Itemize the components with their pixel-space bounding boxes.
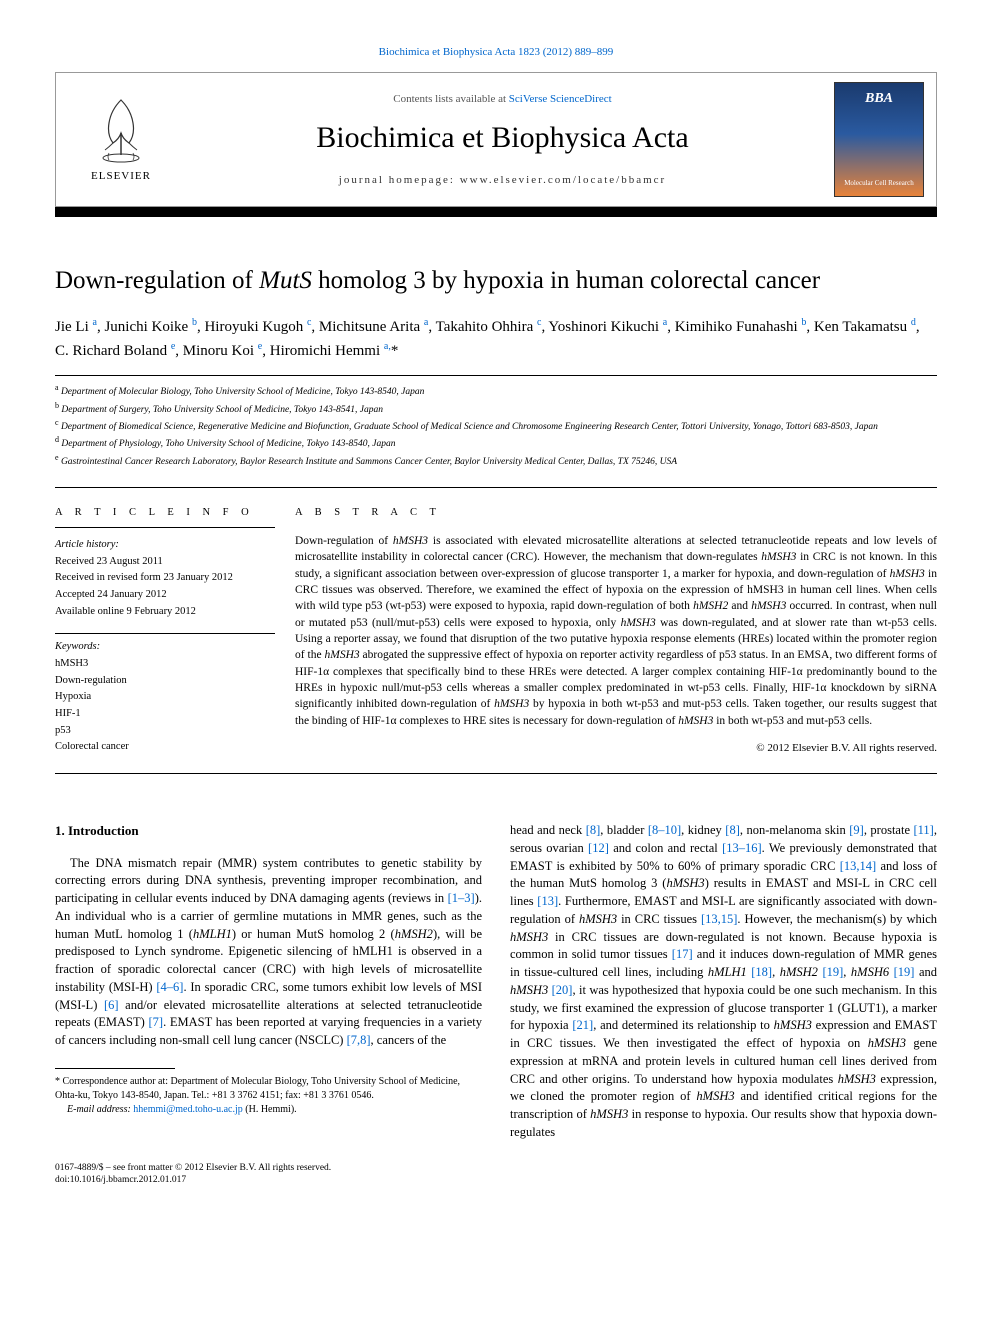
correspondence-footnote: * Correspondence author at: Department o… [55,1075,482,1103]
intro-paragraph-right: head and neck [8], bladder [8–10], kidne… [510,822,937,1142]
article-info-heading: A R T I C L E I N F O [55,506,275,528]
footer-line-2: doi:10.1016/j.bbamcr.2012.01.017 [55,1174,937,1187]
sciverse-link[interactable]: SciVerse ScienceDirect [509,93,612,105]
masthead: ELSEVIER Contents lists available at Sci… [55,72,937,207]
history-line: Received 23 August 2011 [55,555,275,570]
section-divider [55,487,937,488]
keyword-line: HIF-1 [55,707,275,722]
page-footer: 0167-4889/$ – see front matter © 2012 El… [55,1162,937,1188]
footnote-separator [55,1068,175,1069]
affiliation-line: e Gastrointestinal Cancer Research Labor… [55,452,937,469]
email-link[interactable]: hhemmi@med.toho-u.ac.jp [133,1104,242,1115]
journal-homepage: journal homepage: www.elsevier.com/locat… [171,173,834,188]
elsevier-logo: ELSEVIER [71,85,171,195]
journal-cover-thumbnail: BBA Molecular Cell Research [834,82,924,197]
body-left-column: 1. Introduction The DNA mismatch repair … [55,822,482,1142]
keyword-line: Colorectal cancer [55,740,275,755]
history-line: Received in revised form 23 January 2012 [55,571,275,586]
section-heading-intro: 1. Introduction [55,822,482,840]
keywords-label: Keywords: [55,640,275,655]
affiliation-line: c Department of Biomedical Science, Rege… [55,417,937,434]
affiliations: a Department of Molecular Biology, Toho … [55,375,937,469]
footer-line-1: 0167-4889/$ – see front matter © 2012 El… [55,1162,937,1175]
elsevier-tree-icon [91,95,151,165]
cover-text: BBA [835,89,923,109]
keyword-line: hMSH3 [55,657,275,672]
masthead-divider [55,207,937,217]
intro-paragraph-left: The DNA mismatch repair (MMR) system con… [55,855,482,1050]
abstract-heading: A B S T R A C T [295,506,937,521]
affiliation-line: a Department of Molecular Biology, Toho … [55,382,937,399]
journal-name: Biochimica et Biophysica Acta [171,117,834,159]
email-footnote: E-mail address: hhemmi@med.toho-u.ac.jp … [55,1103,482,1117]
contents-line: Contents lists available at SciVerse Sci… [171,92,834,107]
cover-subtext: Molecular Cell Research [835,179,923,189]
article-info-column: A R T I C L E I N F O Article history: R… [55,506,295,757]
history-label: Article history: [55,538,275,553]
keyword-line: Down-regulation [55,674,275,689]
article-title: Down-regulation of MutS homolog 3 by hyp… [55,265,937,296]
abstract-copyright: © 2012 Elsevier B.V. All rights reserved… [295,741,937,757]
history-line: Available online 9 February 2012 [55,605,275,620]
authors-list: Jie Li a, Junichi Koike b, Hiroyuki Kugo… [55,315,937,364]
journal-citation-link[interactable]: Biochimica et Biophysica Acta 1823 (2012… [55,45,937,60]
history-line: Accepted 24 January 2012 [55,588,275,603]
affiliation-line: b Department of Surgery, Toho University… [55,400,937,417]
elsevier-label: ELSEVIER [91,169,151,184]
abstract-column: A B S T R A C T Down-regulation of hMSH3… [295,506,937,757]
affiliation-line: d Department of Physiology, Toho Univers… [55,434,937,451]
abstract-text: Down-regulation of hMSH3 is associated w… [295,533,937,729]
keyword-line: p53 [55,724,275,739]
body-right-column: head and neck [8], bladder [8–10], kidne… [510,822,937,1142]
keyword-line: Hypoxia [55,690,275,705]
